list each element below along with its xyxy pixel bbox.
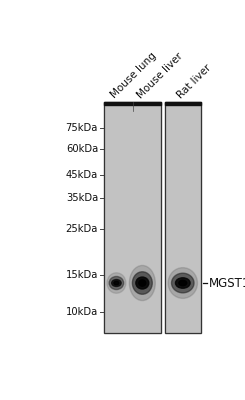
Ellipse shape bbox=[172, 273, 194, 293]
Ellipse shape bbox=[112, 280, 121, 286]
Text: 75kDa: 75kDa bbox=[66, 123, 98, 133]
Bar bbox=[104, 102, 161, 333]
Text: 10kDa: 10kDa bbox=[66, 308, 98, 318]
Bar bbox=[165, 102, 201, 333]
Bar bbox=[104, 102, 161, 105]
Ellipse shape bbox=[175, 278, 190, 288]
Text: 15kDa: 15kDa bbox=[66, 270, 98, 280]
Text: MGST1: MGST1 bbox=[209, 276, 245, 290]
Bar bbox=[165, 102, 201, 333]
Ellipse shape bbox=[107, 273, 126, 293]
Text: 35kDa: 35kDa bbox=[66, 193, 98, 203]
Text: 25kDa: 25kDa bbox=[66, 224, 98, 234]
Text: Mouse lung: Mouse lung bbox=[109, 51, 159, 100]
Ellipse shape bbox=[132, 272, 152, 294]
Text: Rat liver: Rat liver bbox=[176, 62, 214, 100]
Ellipse shape bbox=[129, 266, 155, 300]
Bar bbox=[104, 102, 161, 333]
Ellipse shape bbox=[179, 280, 187, 286]
Ellipse shape bbox=[136, 277, 149, 289]
Text: Mouse liver: Mouse liver bbox=[135, 51, 185, 100]
Ellipse shape bbox=[114, 281, 119, 285]
Bar bbox=[165, 102, 201, 105]
Ellipse shape bbox=[168, 268, 197, 298]
Text: 45kDa: 45kDa bbox=[66, 170, 98, 180]
Ellipse shape bbox=[139, 280, 146, 286]
Ellipse shape bbox=[109, 276, 124, 290]
Text: 60kDa: 60kDa bbox=[66, 144, 98, 154]
